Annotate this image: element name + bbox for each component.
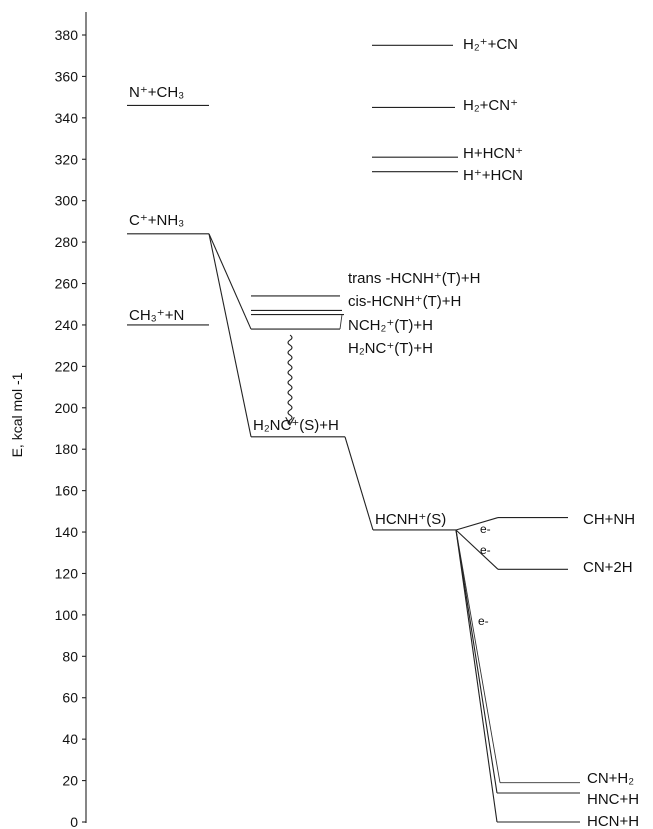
path-hcnh-s-to-cn-h2 <box>455 529 501 783</box>
label-h2nc-t: H₂NC⁺(T)+H <box>348 340 433 357</box>
y-tick-label: 200 <box>55 400 79 416</box>
y-axis-ticks: 0 20 40 60 80 100 120 140 160 180 200 220 240 260 280 3… <box>55 27 86 829</box>
path-c-nh3-to-h2nc-t <box>208 233 252 330</box>
y-tick-label: 80 <box>62 648 78 664</box>
path-hcnh-s-to-ch-nh <box>455 517 499 531</box>
y-tick-label: 180 <box>55 441 79 457</box>
path-h2nc-s-to-hcnh-s <box>344 436 374 531</box>
y-tick-label: 260 <box>55 276 79 292</box>
electron-label-1: e- <box>480 522 491 536</box>
y-tick-label: 340 <box>55 110 79 126</box>
y-tick-label: 40 <box>62 731 78 747</box>
label-trans: trans -HCNH⁺(T)+H <box>348 270 481 287</box>
y-tick-label: 60 <box>62 690 78 706</box>
label-cis: cis-HCNH⁺(T)+H <box>348 293 461 310</box>
electron-label-3: e- <box>478 614 489 628</box>
label-ch3-n: CH₃⁺+N <box>129 307 184 324</box>
label-h2-cn: H₂⁺+CN <box>463 36 518 53</box>
electron-label-2: e- <box>480 543 491 557</box>
path-hcnh-s-to-hcn-h <box>455 529 498 823</box>
path-h2nc-t-to-nch2 <box>339 314 343 330</box>
y-tick-label: 140 <box>55 524 79 540</box>
label-h2nc-s: H₂NC⁺(S)+H <box>253 417 339 434</box>
label-h-hcn: H+HCN⁺ <box>463 145 523 162</box>
path-hcnh-s-to-hnc-h <box>455 529 498 794</box>
y-tick-label: 360 <box>55 68 79 84</box>
y-tick-label: 220 <box>55 358 79 374</box>
label-ch-nh: CH+NH <box>583 511 635 528</box>
path-hcnh-s-to-cn-2h <box>455 529 499 570</box>
label-cn-h2: CN+H₂ <box>587 770 634 787</box>
y-tick-label: 20 <box>62 773 78 789</box>
label-hnc-h: HNC+H <box>587 791 639 808</box>
y-tick-label: 380 <box>55 27 79 43</box>
label-c-nh3: C⁺+NH₃ <box>129 212 184 229</box>
label-cn-2h: CN+2H <box>583 559 633 576</box>
reaction-paths <box>208 233 501 823</box>
state-labels: H₂⁺+CN N⁺+CH₃ H₂+CN⁺ H+HCN⁺ H⁺+HCN C⁺+NH… <box>129 36 639 829</box>
y-axis-title: E, kcal mol -1 <box>9 372 25 457</box>
y-tick-label: 0 <box>70 814 78 829</box>
y-tick-label: 240 <box>55 317 79 333</box>
y-tick-label: 300 <box>55 193 79 209</box>
y-tick-label: 120 <box>55 565 79 581</box>
label-n-ch3: N⁺+CH₃ <box>129 84 184 101</box>
wavy-arrow <box>288 334 292 425</box>
label-hcn-h: HCN+H <box>587 813 639 829</box>
y-tick-label: 160 <box>55 483 79 499</box>
y-tick-label: 320 <box>55 151 79 167</box>
label-h2-cnp: H₂+CN⁺ <box>463 97 518 114</box>
label-hp-hcn: H⁺+HCN <box>463 167 523 184</box>
label-hcnh-s: HCNH⁺(S) <box>375 511 446 528</box>
path-c-nh3-to-h2nc-s <box>208 233 252 437</box>
energy-levels <box>127 44 580 823</box>
label-nch2: NCH₂⁺(T)+H <box>348 317 433 334</box>
y-tick-label: 280 <box>55 234 79 250</box>
y-tick-label: 100 <box>55 607 79 623</box>
